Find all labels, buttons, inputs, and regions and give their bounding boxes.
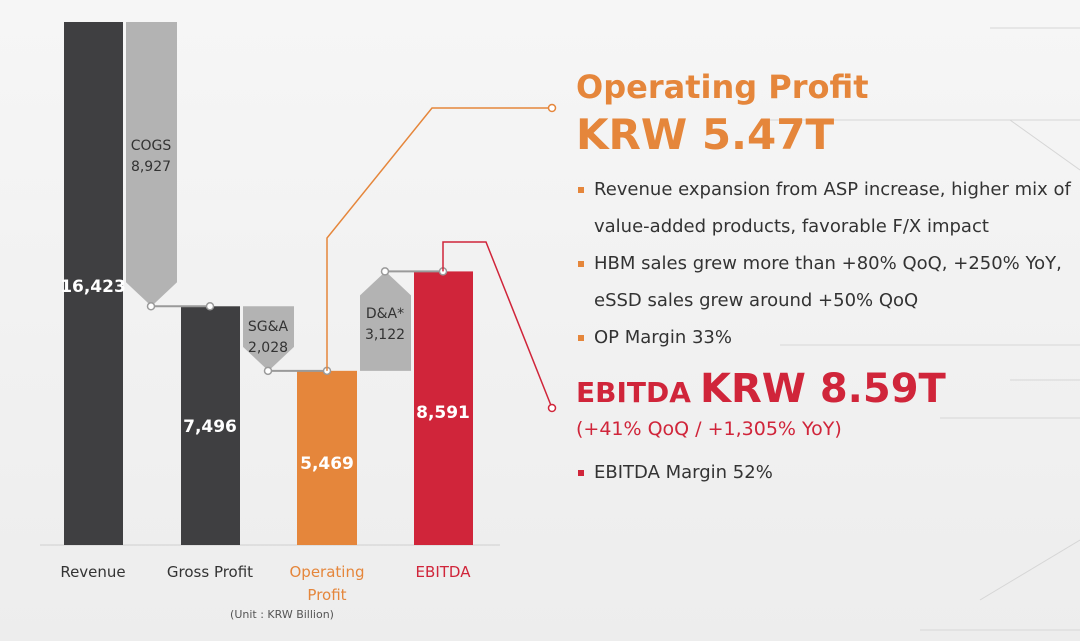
operating-bullets: Revenue expansion from ASP increase, hig… xyxy=(576,171,1076,356)
connector-dot xyxy=(205,302,215,311)
ebitda-headline: EBITDA KRW 8.59T xyxy=(576,366,1076,412)
category-label: Profit xyxy=(307,586,346,604)
step-arrow-sga xyxy=(243,306,294,371)
bar-gross-profit xyxy=(181,306,240,545)
step-arrow-cogs xyxy=(126,22,177,307)
decorative-line xyxy=(979,539,1080,601)
step-value-label: 3,122 xyxy=(365,327,405,343)
step-name-label: COGS xyxy=(131,138,172,154)
bar-ebitda xyxy=(414,271,473,545)
unit-note: (Unit : KRW Billion) xyxy=(230,608,334,621)
connector-dot xyxy=(380,267,390,276)
ebitda-bullet: EBITDA Margin 52% xyxy=(576,454,1076,491)
operating-callout-dot xyxy=(547,103,557,113)
summary-panel: Operating Profit KRW 5.47T Revenue expan… xyxy=(576,62,1076,491)
ebitda-callout-dot xyxy=(547,403,557,413)
bar-revenue xyxy=(64,22,123,545)
connector-dot xyxy=(146,302,156,311)
bar-value-label: 5,469 xyxy=(300,454,354,474)
category-label: Gross Profit xyxy=(167,563,253,581)
ebitda-callout-line xyxy=(442,241,553,409)
ebitda-change: (+41% QoQ / +1,305% YoY) xyxy=(576,417,842,440)
connector-dot xyxy=(263,366,273,376)
decorative-line xyxy=(1009,119,1080,171)
ebitda-value: KRW 8.59T xyxy=(700,365,946,412)
bar-operating-profit xyxy=(297,370,357,545)
operating-bullet: Revenue expansion from ASP increase, hig… xyxy=(576,171,1076,245)
operating-bullet: HBM sales grew more than +80% QoQ, +250%… xyxy=(576,245,1076,319)
operating-profit-title: Operating Profit xyxy=(576,68,869,106)
category-label: EBITDA xyxy=(416,563,472,581)
bar-value-label: 8,591 xyxy=(416,403,470,423)
category-label: Operating xyxy=(290,563,365,581)
step-value-label: 2,028 xyxy=(248,340,288,356)
ebitda-bullets: EBITDA Margin 52% xyxy=(576,454,1076,491)
step-value-label: 8,927 xyxy=(131,159,171,175)
operating-profit-value: KRW 5.47T xyxy=(576,110,835,160)
bar-value-label: 7,496 xyxy=(183,417,237,437)
step-name-label: D&A* xyxy=(366,306,404,322)
ebitda-label: EBITDA xyxy=(576,375,691,409)
bar-value-label: 16,423 xyxy=(60,277,126,297)
category-label: Revenue xyxy=(60,563,125,581)
operating-bullet: OP Margin 33% xyxy=(576,319,1076,356)
operating-callout-line xyxy=(326,107,552,371)
step-name-label: SG&A xyxy=(248,319,289,335)
step-arrow-da xyxy=(360,271,411,371)
